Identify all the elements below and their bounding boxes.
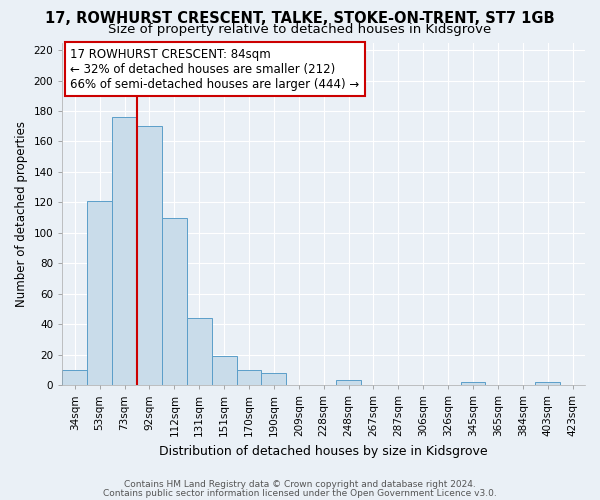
Bar [137, 126, 162, 385]
Bar [262, 373, 286, 385]
Bar [212, 356, 236, 385]
Bar [62, 370, 87, 385]
Bar [162, 218, 187, 385]
Bar [187, 318, 212, 385]
X-axis label: Distribution of detached houses by size in Kidsgrove: Distribution of detached houses by size … [160, 444, 488, 458]
Bar [336, 380, 361, 385]
Text: Size of property relative to detached houses in Kidsgrove: Size of property relative to detached ho… [109, 22, 491, 36]
Text: Contains public sector information licensed under the Open Government Licence v3: Contains public sector information licen… [103, 488, 497, 498]
Bar [236, 370, 262, 385]
Bar [461, 382, 485, 385]
Y-axis label: Number of detached properties: Number of detached properties [15, 121, 28, 307]
Bar [535, 382, 560, 385]
Text: 17, ROWHURST CRESCENT, TALKE, STOKE-ON-TRENT, ST7 1GB: 17, ROWHURST CRESCENT, TALKE, STOKE-ON-T… [45, 11, 555, 26]
Text: 17 ROWHURST CRESCENT: 84sqm
← 32% of detached houses are smaller (212)
66% of se: 17 ROWHURST CRESCENT: 84sqm ← 32% of det… [70, 48, 359, 90]
Bar [112, 117, 137, 385]
Bar [87, 201, 112, 385]
Text: Contains HM Land Registry data © Crown copyright and database right 2024.: Contains HM Land Registry data © Crown c… [124, 480, 476, 489]
